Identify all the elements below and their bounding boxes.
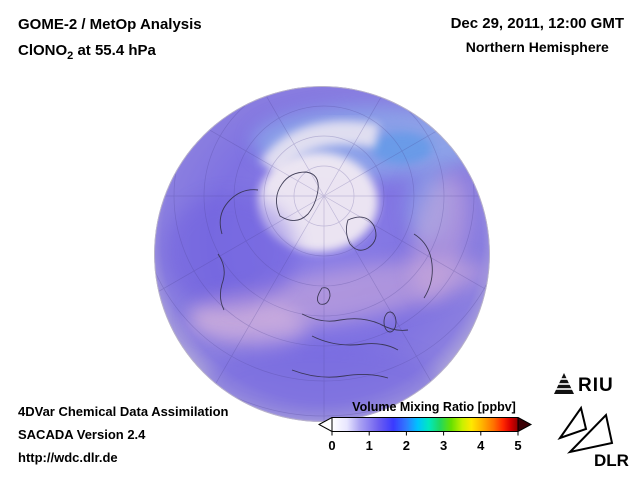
tick-label-2: 2: [403, 438, 410, 453]
pink-band-right: [411, 173, 469, 299]
globe-rim: [154, 86, 490, 422]
hemisphere-map: [152, 84, 492, 424]
colorbar-gradient: [331, 417, 519, 432]
colorbar-svg: 0 1 2 3 4 5: [317, 416, 533, 453]
colorbar-left-arrow: [317, 416, 333, 433]
riu-logo-svg: RIU: [554, 373, 614, 396]
graticule: [154, 86, 490, 422]
timestamp: Dec 29, 2011, 12:00 GMT: [450, 15, 624, 32]
analysis-title: GOME-2 / MetOp Analysis: [18, 16, 202, 33]
dlr-logo-text: DLR: [594, 451, 629, 470]
riu-logo-text: RIU: [578, 375, 614, 396]
assimilation-label: 4DVar Chemical Data Assimilation: [18, 404, 229, 419]
dlr-wing-icon: [557, 405, 614, 454]
header-right: Dec 29, 2011, 12:00 GMT Northern Hemisph…: [451, 12, 624, 58]
colorbar-title: Volume Mixing Ratio [ppbv]: [352, 400, 516, 414]
url-label: http://wdc.dlr.de: [18, 450, 118, 465]
footer-left: 4DVar Chemical Data Assimilation SACADA …: [18, 400, 229, 469]
colorbar-ticks: [331, 431, 519, 436]
dlr-logo-svg: DLR: [557, 405, 629, 470]
version-label: SACADA Version 2.4: [18, 427, 146, 442]
tick-label-4: 4: [477, 438, 485, 453]
riu-mountain-stripes: [556, 378, 572, 390]
species-suffix: at 55.4 hPa: [73, 42, 156, 59]
species-subscript: 2: [67, 50, 74, 62]
violet-shade-bottom: [202, 344, 442, 422]
blue-spot: [372, 132, 432, 164]
colorbar-right-arrow: [517, 416, 533, 433]
violet-shade-left: [164, 194, 296, 310]
colorbar: Volume Mixing Ratio [ppbv]: [317, 400, 550, 462]
tick-label-1: 1: [366, 438, 373, 453]
polar-white-streak: [260, 120, 380, 176]
globe-svg: [154, 86, 490, 422]
dlr-logo: DLR: [552, 400, 632, 475]
coastlines: [217, 171, 433, 379]
tick-label-0: 0: [328, 438, 335, 453]
tick-label-5: 5: [514, 438, 521, 453]
tick-label-3: 3: [440, 438, 447, 453]
hemisphere-label: Northern Hemisphere: [465, 39, 609, 55]
riu-logo: RIU: [552, 370, 628, 401]
species-level-line: ClONO2 at 55.4 hPa: [18, 38, 202, 69]
header-left: GOME-2 / MetOp Analysis ClONO2 at 55.4 h…: [18, 12, 202, 69]
species-prefix: ClONO: [18, 42, 68, 59]
